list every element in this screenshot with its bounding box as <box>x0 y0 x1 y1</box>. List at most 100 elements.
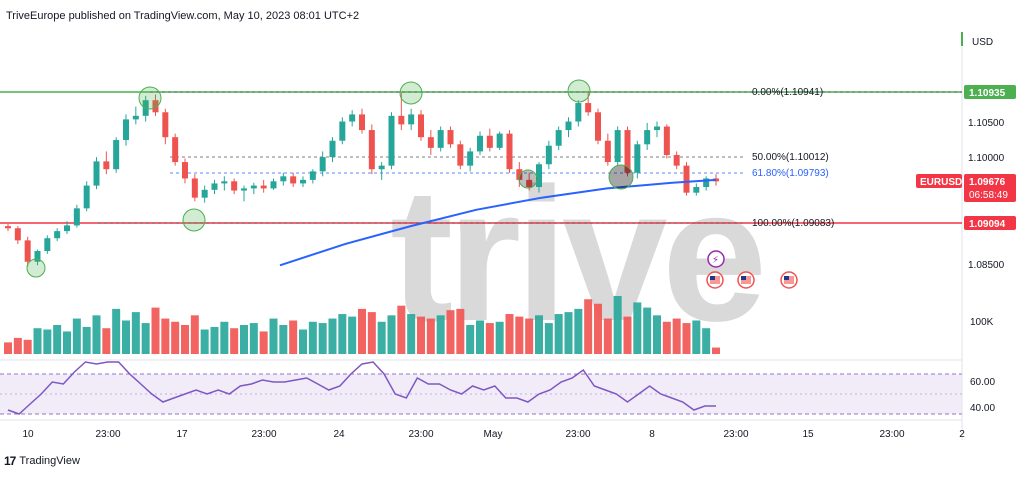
volume-bar <box>318 323 327 354</box>
volume-bar <box>269 318 278 354</box>
volume-bar <box>151 307 160 354</box>
time-tick-label: 23:00 <box>95 429 120 440</box>
volume-bar <box>692 320 701 354</box>
candle-body <box>378 165 385 170</box>
volume-bar <box>43 329 52 354</box>
volume-bar <box>112 308 121 354</box>
resistance-touch-1 <box>138 86 162 110</box>
us-flag-event-icon-1[interactable] <box>706 271 724 289</box>
candle-body <box>132 115 139 120</box>
candle-body <box>241 188 247 191</box>
volume-bar <box>535 315 543 354</box>
volume-bar <box>279 325 288 354</box>
resistance-tag <box>964 85 1016 99</box>
volume-bar <box>4 342 12 354</box>
candle-body <box>604 140 611 163</box>
volume-bar <box>102 328 111 354</box>
lightning-event-icon[interactable]: ⚡ <box>707 250 725 268</box>
candle-body <box>457 144 464 166</box>
last-price-text: 1.09676 <box>969 177 1006 188</box>
candle-body <box>201 189 208 198</box>
volume-bar <box>220 321 229 354</box>
volume-bar <box>200 329 209 354</box>
candle-body <box>152 100 159 113</box>
candle-body <box>516 169 523 180</box>
volume-bar <box>594 303 602 354</box>
moving-average-line <box>279 178 717 267</box>
volume-bar <box>633 302 642 354</box>
candle-body <box>319 157 326 172</box>
volume-bar <box>230 328 239 354</box>
candle-body <box>408 114 415 125</box>
candle-body <box>83 185 90 209</box>
volume-bar <box>702 328 711 354</box>
candle-body <box>191 178 198 198</box>
volume-bar <box>436 315 445 354</box>
volume-bar <box>505 314 514 354</box>
volume-bar <box>53 325 62 354</box>
volume-bar <box>190 315 199 354</box>
us-flag-event-icon-3[interactable] <box>780 271 798 289</box>
volume-bar <box>426 318 435 354</box>
tradingview-footer[interactable]: 17 TradingView <box>4 454 80 468</box>
candle-body <box>713 178 719 182</box>
price-tick-2: 1.10000 <box>968 153 1005 164</box>
candle-body <box>388 115 395 166</box>
volume-bar <box>653 315 661 354</box>
candle-body <box>683 165 690 193</box>
candle-body <box>565 121 572 131</box>
candle-body <box>624 130 631 173</box>
time-tick-label: 17 <box>176 429 188 440</box>
candle-body <box>329 140 336 158</box>
candle-body <box>44 238 51 252</box>
volume-bar <box>308 321 317 354</box>
volume-bar <box>515 316 524 354</box>
last-price-tag <box>964 174 1016 202</box>
volume-bar <box>299 329 307 354</box>
us-flag-event-icon-2[interactable] <box>737 271 755 289</box>
volume-bar <box>338 314 347 354</box>
candle-body <box>595 112 601 141</box>
volume-bar <box>712 347 720 354</box>
candle-body <box>555 130 562 146</box>
volume-bar <box>33 328 42 354</box>
candle-body <box>24 240 31 262</box>
price-tick-1: 1.10500 <box>968 118 1005 129</box>
candle-body <box>73 208 80 226</box>
candle-body <box>536 164 542 187</box>
candle-body <box>654 126 660 131</box>
volume-bar <box>249 323 258 354</box>
candle-body <box>103 161 110 170</box>
candle-body <box>673 154 680 166</box>
fib-100-label: 100.00%(1.09083) <box>752 218 834 229</box>
support-tag-text: 1.09094 <box>969 219 1006 230</box>
volume-bar <box>623 316 632 354</box>
candle-body <box>693 186 700 193</box>
volume-bar <box>63 331 71 354</box>
volume-bar <box>181 325 189 354</box>
candle-body <box>486 135 493 148</box>
ma-touch-1 <box>608 164 634 190</box>
candle-body <box>270 181 277 189</box>
resistance-tag-text: 1.10935 <box>969 88 1006 99</box>
volume-bar <box>210 326 219 354</box>
candle-body <box>506 133 513 170</box>
volume-bar <box>672 318 681 354</box>
time-tick-label: 15 <box>802 429 814 440</box>
candle-body <box>437 130 444 148</box>
volume-bar <box>240 325 248 354</box>
time-tick-label: 23:00 <box>723 429 748 440</box>
candle-body <box>427 137 434 148</box>
volume-bar <box>259 331 268 354</box>
candle-body <box>349 114 356 122</box>
time-tick-label: May <box>484 429 503 440</box>
candle-body <box>614 130 621 163</box>
volume-bar <box>358 308 366 354</box>
volume-bar <box>525 318 534 354</box>
candle-body <box>54 231 61 239</box>
symbol-tag-text: EURUSD <box>920 177 962 188</box>
countdown-text: 06:58:49 <box>969 190 1008 201</box>
volume-bar <box>407 314 416 354</box>
svg-text:⚡: ⚡ <box>712 255 719 266</box>
